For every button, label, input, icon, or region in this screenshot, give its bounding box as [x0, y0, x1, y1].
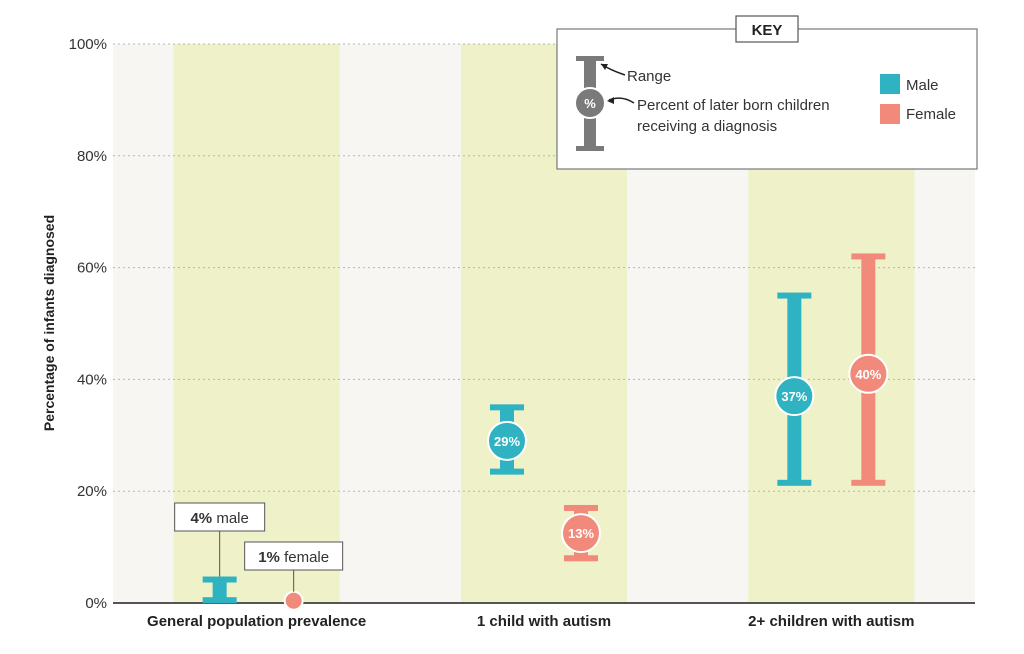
- range-cap-low: [564, 555, 598, 562]
- percent-dot-label: 40%: [855, 367, 881, 382]
- key-range-cap-high: [576, 56, 604, 61]
- y-tick-label: 80%: [77, 148, 107, 165]
- callout-box: [244, 541, 344, 571]
- percent-dot: [848, 353, 889, 394]
- range-marks: 29% 37% 13% 40%: [202, 253, 889, 611]
- key-title-box: [735, 15, 799, 43]
- percent-dot: [283, 590, 304, 611]
- range-cap-low: [202, 597, 237, 604]
- y-axis-label: Percentage of infants diagnosed: [41, 215, 57, 431]
- range-cap-high: [490, 404, 524, 411]
- percent-dot-label: 13%: [568, 526, 594, 541]
- y-tick-label: 0%: [85, 595, 107, 612]
- range-cap-high: [777, 292, 812, 299]
- percent-dot-label: 29%: [494, 434, 520, 449]
- percent-dot-label: 37%: [781, 389, 807, 404]
- y-tick-label: 100%: [69, 36, 107, 53]
- key-range-arrowhead: [601, 64, 608, 70]
- percent-dot: [561, 513, 601, 554]
- callout-male-value: 4%: [190, 510, 212, 527]
- range-cap-high: [851, 253, 886, 260]
- percent-dot: [774, 376, 815, 417]
- legend-female-swatch: [880, 104, 900, 124]
- y-tick-label: 60%: [77, 260, 107, 277]
- category-label: 1 child with autism: [477, 613, 611, 630]
- callout-box: [174, 502, 266, 532]
- callout-female-value: 1%: [258, 549, 280, 566]
- callouts: 4% male 1% female: [174, 502, 344, 592]
- key-percent-label-line2: receiving a diagnosis: [637, 118, 777, 135]
- category-label: General population prevalence: [147, 613, 366, 630]
- legend-female-label: Female: [906, 106, 956, 123]
- category-labels: General population prevalence 1 child wit…: [147, 613, 914, 630]
- legend-male-swatch: [880, 74, 900, 94]
- y-tick-labels: 0% 20% 40% 60% 80% 100%: [69, 36, 107, 612]
- callout-female-label: female: [280, 549, 329, 566]
- range-bar: [212, 579, 227, 601]
- key-percent-dot: [574, 87, 606, 119]
- key-range-label: Range: [627, 68, 671, 85]
- legend-male-label: Male: [906, 77, 939, 94]
- key-range-cap-low: [576, 146, 604, 151]
- key-box: KEY% Range Percent of later born children r…: [556, 15, 978, 170]
- callout-male-label: male: [212, 510, 249, 527]
- range-cap-high: [564, 504, 598, 511]
- callout-female-text: 1% female: [258, 549, 329, 566]
- key-title: KEY: [752, 22, 783, 39]
- range-cap-low: [851, 479, 886, 486]
- key-percent-label-line1: Percent of later born children: [637, 97, 830, 114]
- y-tick-label: 40%: [77, 371, 107, 388]
- range-cap-high: [202, 576, 237, 583]
- range-cap-low: [777, 479, 812, 486]
- percent-dot: [487, 420, 527, 461]
- key-percent-arrowhead: [607, 97, 614, 104]
- callout-male-text: 4% male: [190, 510, 248, 527]
- grid-layer: [113, 43, 975, 604]
- category-label: 2+ children with autism: [748, 613, 914, 630]
- range-cap-low: [490, 468, 524, 475]
- key-percent-symbol: %: [584, 96, 596, 111]
- y-tick-label: 20%: [77, 483, 107, 500]
